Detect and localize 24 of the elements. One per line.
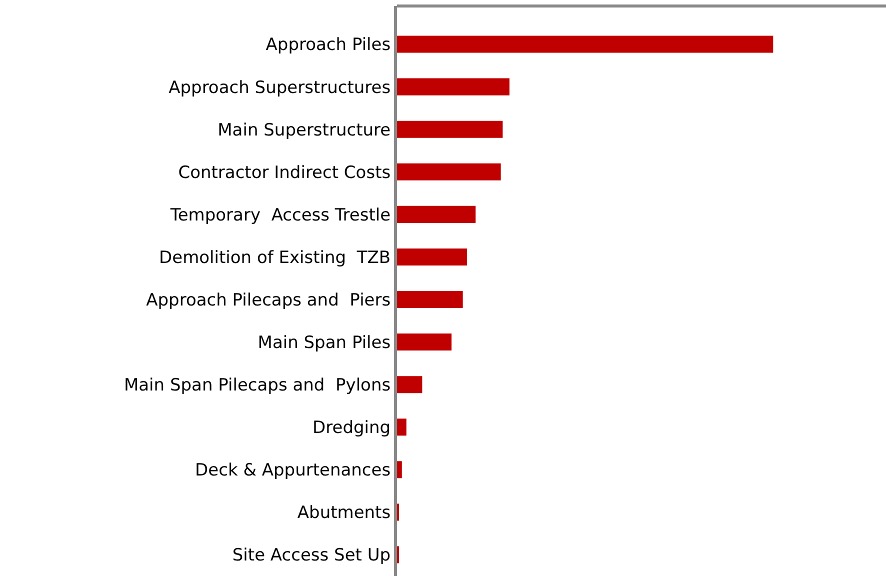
y-tick-label: Approach Piles: [266, 35, 391, 56]
bar: [397, 78, 510, 96]
y-tick-label: Temporary Access Trestle: [169, 205, 391, 226]
bar: [397, 163, 501, 180]
y-tick-label: Approach Pilecaps and Piers: [146, 290, 391, 310]
bar: [397, 418, 406, 436]
bar: [397, 248, 467, 266]
y-tick-label: Abutments: [297, 503, 391, 524]
y-tick-label: Contractor Indirect Costs: [178, 162, 391, 183]
y-tick-label: Site Access Set Up: [232, 546, 391, 566]
y-tick-label: Approach Superstructures: [168, 78, 391, 98]
bar: [397, 120, 503, 138]
y-tick-label: Main Superstructure: [218, 120, 391, 140]
y-tick-label: Main Span Pilecaps and Pylons: [124, 376, 391, 396]
y-tick-label: Dredging: [312, 418, 391, 438]
bar: [397, 36, 774, 53]
bar: [397, 206, 476, 223]
y-tick-label: Demolition of Existing TZB: [159, 248, 391, 268]
bar: [397, 461, 402, 478]
bar: [397, 376, 422, 394]
bar: [397, 291, 463, 308]
bar: [397, 334, 452, 351]
y-tick-label: Deck & Appurtenances: [195, 460, 391, 481]
y-tick-label: Main Span Piles: [258, 332, 391, 353]
